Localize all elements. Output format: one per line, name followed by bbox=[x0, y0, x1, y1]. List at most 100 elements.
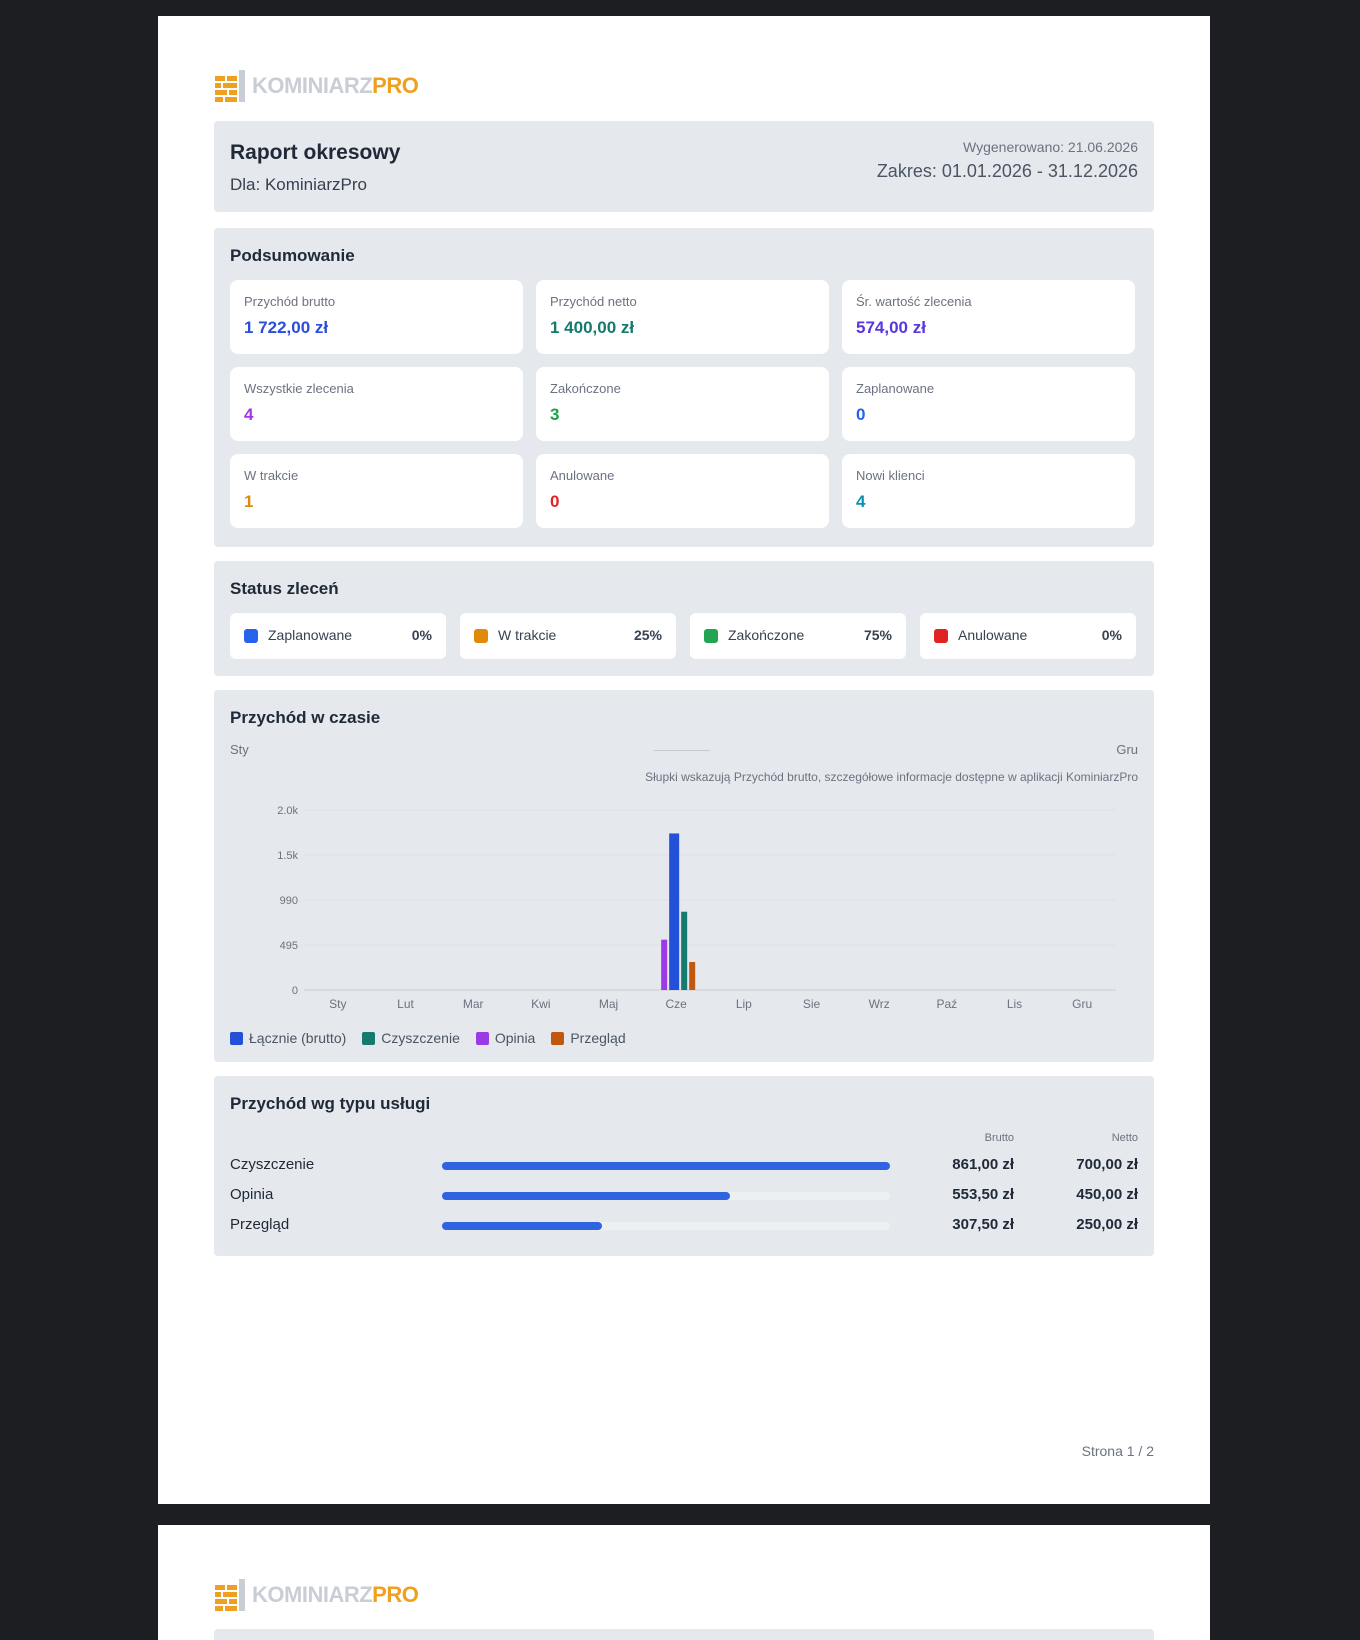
brand-logo: KOMINIARZPRO bbox=[214, 1577, 419, 1613]
summary-card: Anulowane 0 bbox=[536, 454, 829, 528]
brand-name: KOMINIARZPRO bbox=[252, 1582, 419, 1607]
generated-date: Wygenerowano: 21.06.2026 bbox=[963, 139, 1138, 155]
bar-łącznie-brutto- bbox=[669, 833, 680, 990]
report-page-2: KOMINIARZPRO bbox=[158, 1525, 1210, 1640]
status-section: Status zleceń Zaplanowane 0% W trakcie 25% Z… bbox=[214, 561, 1154, 676]
status-percent: 75% bbox=[863, 627, 892, 643]
service-bar-track bbox=[442, 1192, 890, 1200]
brand-name: KOMINIARZPRO bbox=[252, 73, 419, 98]
status-percent: 0% bbox=[1101, 627, 1122, 643]
status-title: Status zleceń bbox=[230, 579, 339, 598]
service-netto: 450,00 zł bbox=[1076, 1186, 1138, 1203]
summary-card-label: Zaplanowane bbox=[856, 381, 935, 396]
summary-card-value: 574,00 zł bbox=[856, 318, 926, 337]
summary-card-label: W trakcie bbox=[244, 468, 299, 483]
summary-card-label: Nowi klienci bbox=[856, 468, 925, 483]
summary-card: W trakcie 1 bbox=[230, 454, 523, 528]
legend-label: Przegląd bbox=[570, 1030, 626, 1046]
summary-card-label: Przychód netto bbox=[550, 294, 637, 309]
bar-opinia bbox=[661, 939, 668, 990]
revenue-title: Przychód w czasie bbox=[230, 708, 381, 727]
service-bar bbox=[442, 1222, 602, 1230]
status-label: Anulowane bbox=[958, 627, 1028, 643]
x-tick-label: Lip bbox=[736, 997, 752, 1011]
summary-card-value: 1 400,00 zł bbox=[550, 318, 635, 337]
brand-logo: KOMINIARZPRO bbox=[214, 68, 419, 104]
chart-legend: Łącznie (brutto) Czyszczenie Opinia Przeglą… bbox=[230, 1030, 626, 1046]
service-revenue-section: Przychód wg typu usługi Brutto Netto Czy… bbox=[214, 1076, 1154, 1256]
service-brutto: 307,50 zł bbox=[952, 1216, 1014, 1233]
legend-item[interactable]: Łącznie (brutto) bbox=[230, 1030, 346, 1046]
service-name: Opinia bbox=[230, 1186, 274, 1203]
y-tick-label: 2.0k bbox=[277, 805, 298, 817]
service-row: Czyszczenie 861,00 zł 700,00 zł bbox=[230, 1154, 1138, 1178]
status-pill: Zakończone 75% bbox=[690, 613, 906, 659]
y-tick-label: 990 bbox=[280, 895, 298, 907]
summary-card: Przychód brutto 1 722,00 zł bbox=[230, 280, 523, 354]
summary-card-label: Przychód brutto bbox=[244, 294, 336, 309]
service-name: Czyszczenie bbox=[230, 1156, 315, 1173]
legend-label: Łącznie (brutto) bbox=[249, 1030, 347, 1046]
bar-przegląd bbox=[689, 962, 696, 990]
legend-item[interactable]: Czyszczenie bbox=[362, 1030, 460, 1046]
x-tick-label: Mar bbox=[463, 997, 484, 1011]
legend-item[interactable]: Opinia bbox=[475, 1030, 535, 1046]
service-row: Przegląd 307,50 zł 250,00 zł bbox=[230, 1214, 1138, 1238]
x-tick-label: Paź bbox=[936, 997, 957, 1011]
summary-card-value: 3 bbox=[550, 405, 560, 424]
status-color-swatch bbox=[244, 629, 258, 643]
col-netto-header: Netto bbox=[1111, 1132, 1138, 1144]
revenue-bar-chart: 0 495 990 1.5k 2.0k Sty Lut Mar Kwi Maj Cze Lip Sie W… bbox=[277, 805, 1116, 1011]
date-range: Zakres: 01.01.2026 - 31.12.2026 bbox=[876, 161, 1138, 181]
range-start-label: Sty bbox=[230, 742, 249, 757]
summary-card-label: Anulowane bbox=[550, 468, 615, 483]
x-tick-label: Sie bbox=[803, 997, 821, 1011]
x-tick-label: Sty bbox=[329, 997, 346, 1011]
revenue-chart-section: Przychód w czasie Sty Gru Słupki wskazuj… bbox=[214, 690, 1154, 1062]
legend-swatch bbox=[551, 1031, 565, 1045]
summary-title: Podsumowanie bbox=[230, 246, 355, 265]
status-pill: Zaplanowane 0% bbox=[230, 613, 446, 659]
chart-note: Słupki wskazują Przychód brutto, szczegó… bbox=[645, 770, 1138, 784]
range-slider-track[interactable] bbox=[654, 750, 710, 751]
service-bar bbox=[442, 1192, 731, 1200]
summary-card-value: 0 bbox=[856, 405, 866, 424]
x-tick-label: Cze bbox=[665, 997, 687, 1011]
y-tick-label: 1.5k bbox=[277, 850, 298, 862]
x-tick-label: Lis bbox=[1007, 997, 1022, 1011]
status-pill: Anulowane 0% bbox=[920, 613, 1136, 659]
summary-card: Przychód netto 1 400,00 zł bbox=[536, 280, 829, 354]
service-brutto: 861,00 zł bbox=[952, 1156, 1014, 1173]
status-label: W trakcie bbox=[498, 627, 557, 643]
status-percent: 0% bbox=[411, 627, 432, 643]
status-pill: W trakcie 25% bbox=[460, 613, 676, 659]
summary-card-value: 4 bbox=[244, 405, 254, 424]
y-tick-label: 495 bbox=[280, 940, 298, 952]
summary-card-label: Śr. wartość zlecenia bbox=[856, 294, 972, 309]
status-label: Zaplanowane bbox=[268, 627, 353, 643]
chimney-icon bbox=[214, 1577, 248, 1613]
status-color-swatch bbox=[934, 629, 948, 643]
report-header: Raport okresowy Dla: KominiarzPro Wygene… bbox=[214, 121, 1154, 212]
col-brutto-header: Brutto bbox=[984, 1132, 1014, 1144]
report-page-1: KOMINIARZPRO Raport okresowy Dla: Komini… bbox=[158, 16, 1210, 1504]
summary-card: Nowi klienci 4 bbox=[842, 454, 1135, 528]
legend-item[interactable]: Przegląd bbox=[551, 1030, 626, 1046]
summary-card-label: Wszystkie zlecenia bbox=[244, 381, 354, 396]
x-tick-label: Maj bbox=[599, 997, 618, 1011]
report-title: Raport okresowy bbox=[230, 141, 401, 164]
legend-swatch bbox=[475, 1031, 489, 1045]
y-tick-label: 0 bbox=[292, 985, 298, 997]
range-end-label: Gru bbox=[1116, 742, 1138, 757]
x-tick-label: Lut bbox=[397, 997, 414, 1011]
legend-swatch bbox=[362, 1031, 376, 1045]
legend-swatch bbox=[230, 1031, 243, 1045]
service-netto: 250,00 zł bbox=[1076, 1216, 1138, 1233]
status-color-swatch bbox=[704, 629, 718, 643]
summary-card-value: 1 722,00 zł bbox=[244, 318, 329, 337]
service-row: Opinia 553,50 zł 450,00 zł bbox=[230, 1184, 1138, 1208]
x-tick-label: Kwi bbox=[531, 997, 550, 1011]
summary-card-label: Zakończone bbox=[550, 381, 621, 396]
summary-card: Śr. wartość zlecenia 574,00 zł bbox=[842, 280, 1135, 354]
chimney-icon bbox=[214, 68, 248, 104]
